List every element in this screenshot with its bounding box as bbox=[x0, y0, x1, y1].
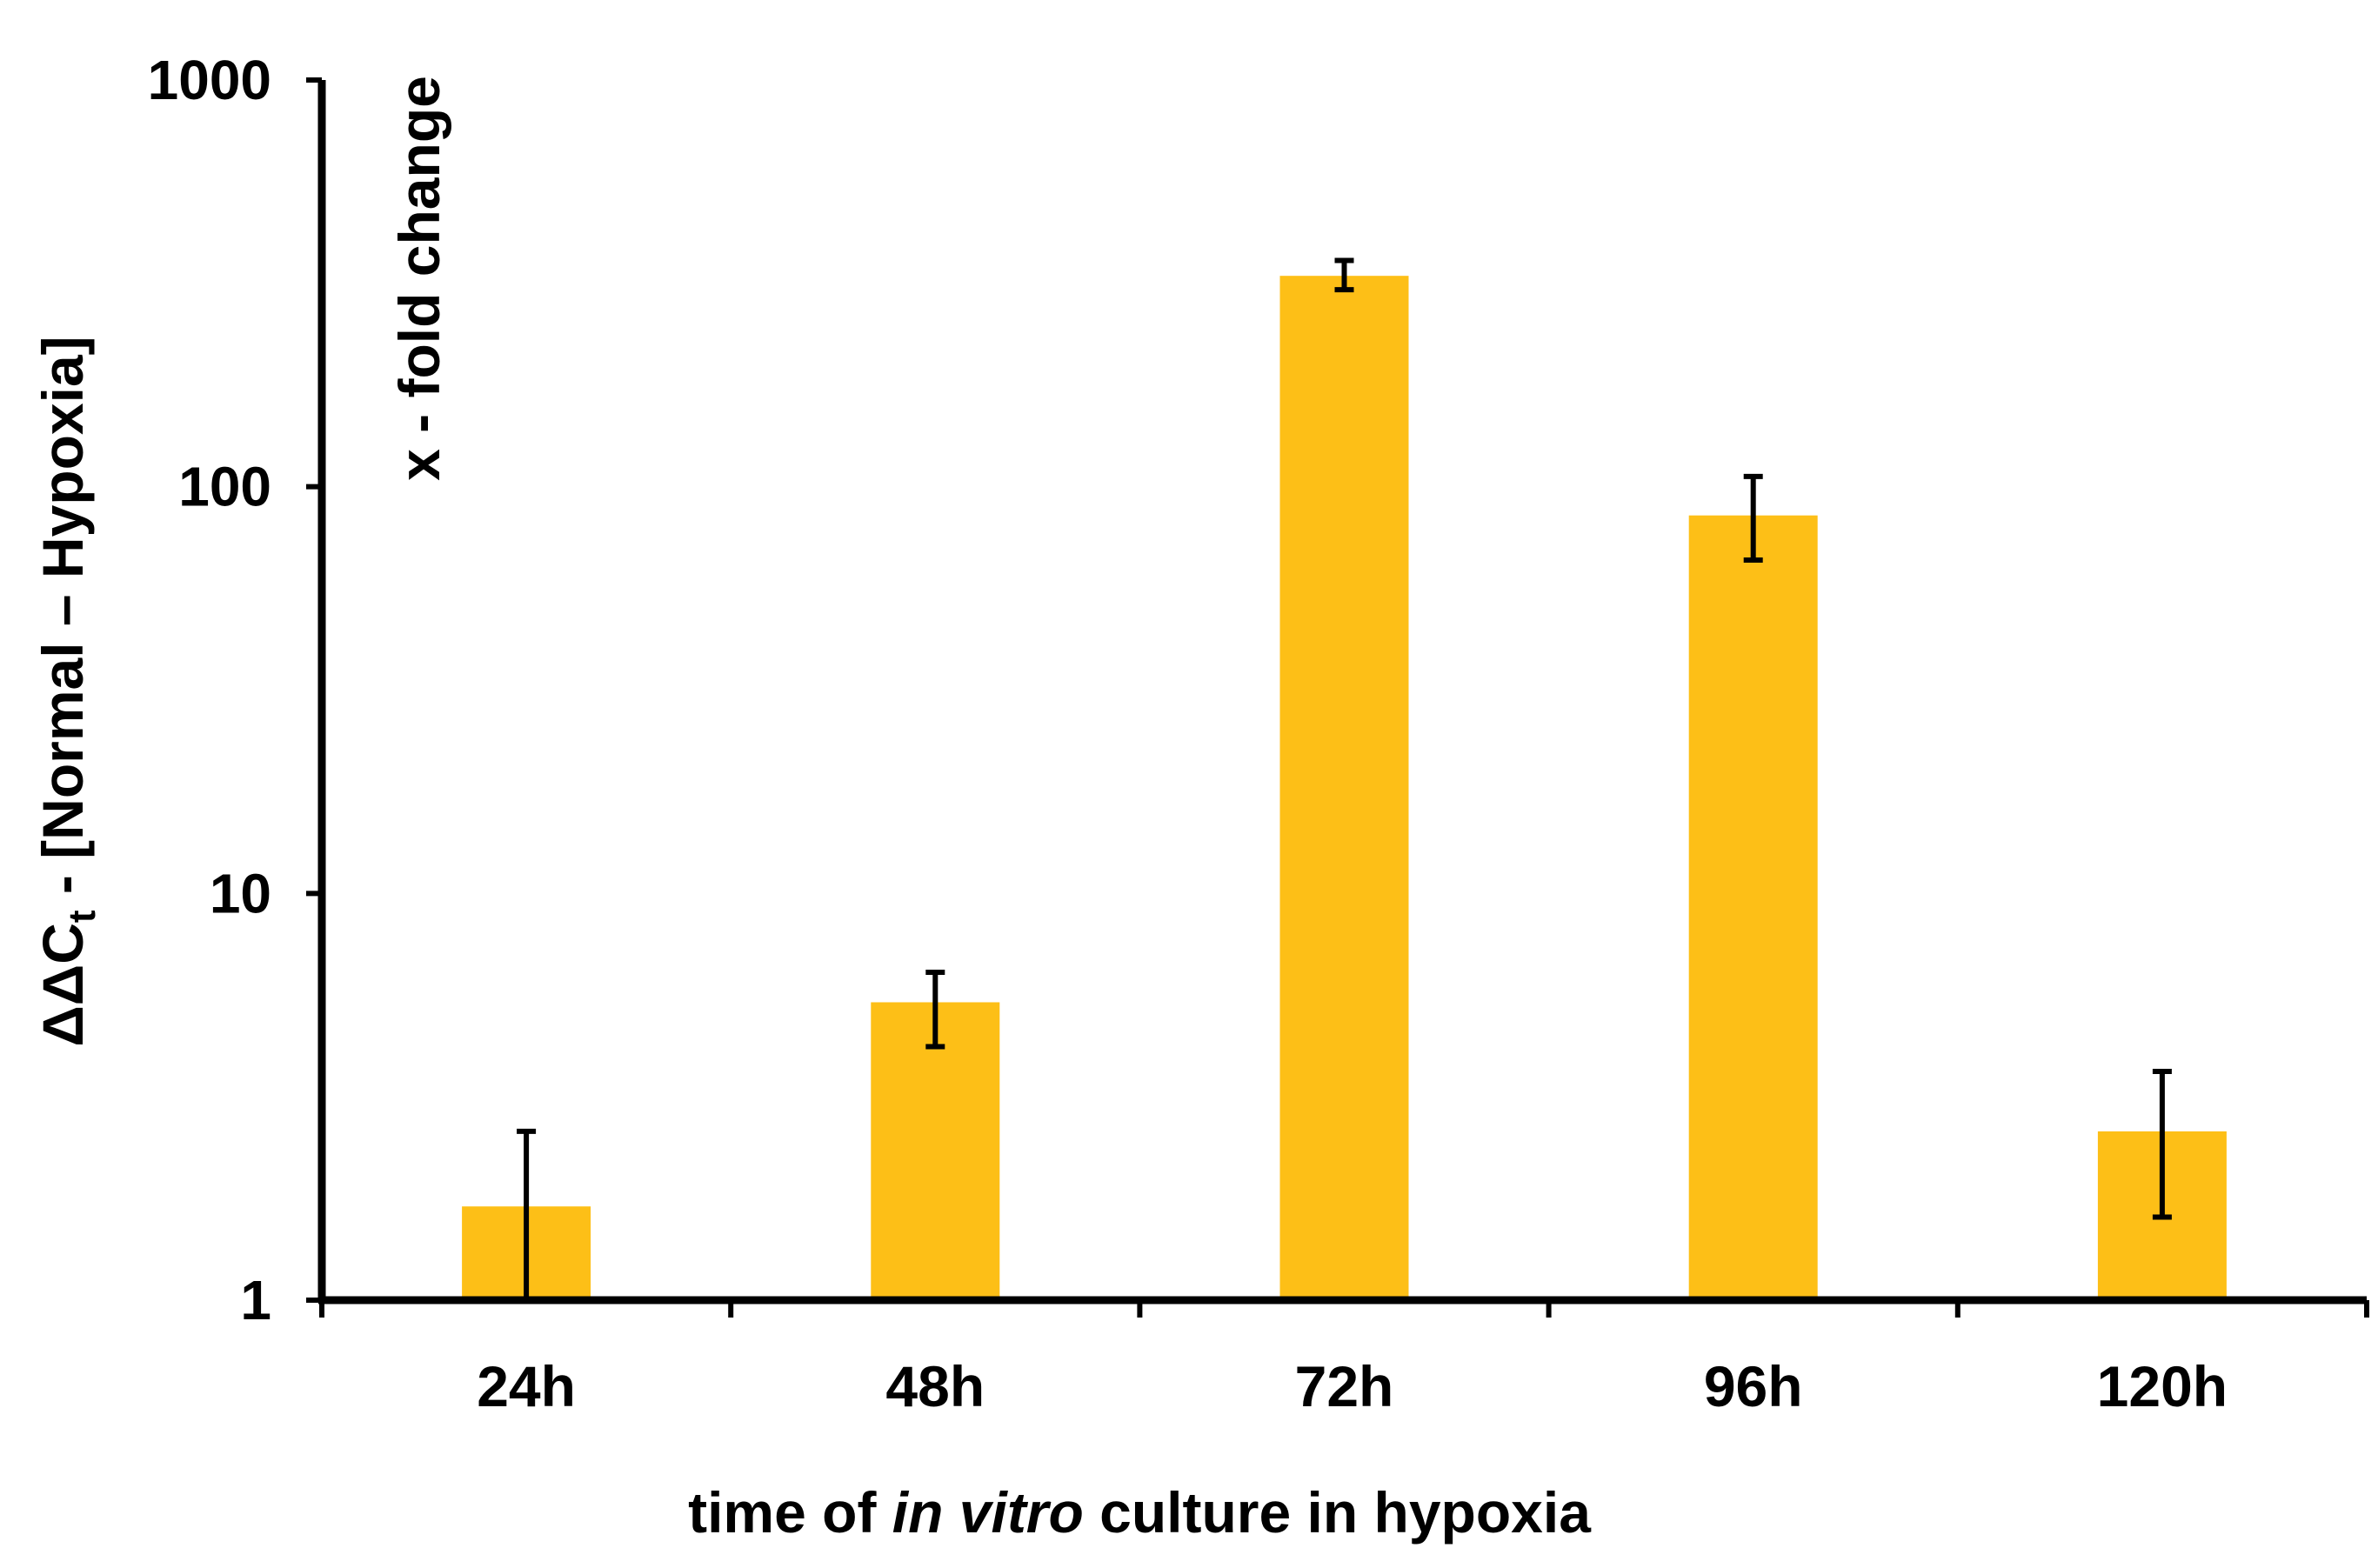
x-tick-label-72h: 72h bbox=[1295, 1354, 1394, 1418]
bar-48h bbox=[871, 1002, 1000, 1300]
bar-96h bbox=[1688, 515, 1818, 1300]
y-axis-title: ΔΔCt - [Normal – Hypoxia] bbox=[30, 336, 104, 1046]
bars-group bbox=[462, 276, 2227, 1300]
y-tick-label-100: 100 bbox=[178, 456, 271, 518]
x-axis-title: time of in vitro culture in hypoxia bbox=[688, 1480, 1592, 1545]
y-ticks-group: 1 10 100 1000 bbox=[148, 49, 322, 1331]
x-tick-label-120h: 120h bbox=[2097, 1354, 2228, 1418]
y-axis-secondary-title: x - fold change bbox=[387, 76, 451, 481]
y-tick-label-10: 10 bbox=[210, 862, 271, 924]
y-tick-label-1: 1 bbox=[240, 1269, 271, 1331]
x-tick-label-96h: 96h bbox=[1704, 1354, 1803, 1418]
x-tick-label-48h: 48h bbox=[885, 1354, 985, 1418]
x-ticks-group: 24h 48h 72h 96h 120h bbox=[319, 1300, 2369, 1418]
bar-72h bbox=[1279, 276, 1409, 1300]
y-tick-label-1000: 1000 bbox=[148, 49, 271, 111]
x-tick-label-24h: 24h bbox=[477, 1354, 576, 1418]
